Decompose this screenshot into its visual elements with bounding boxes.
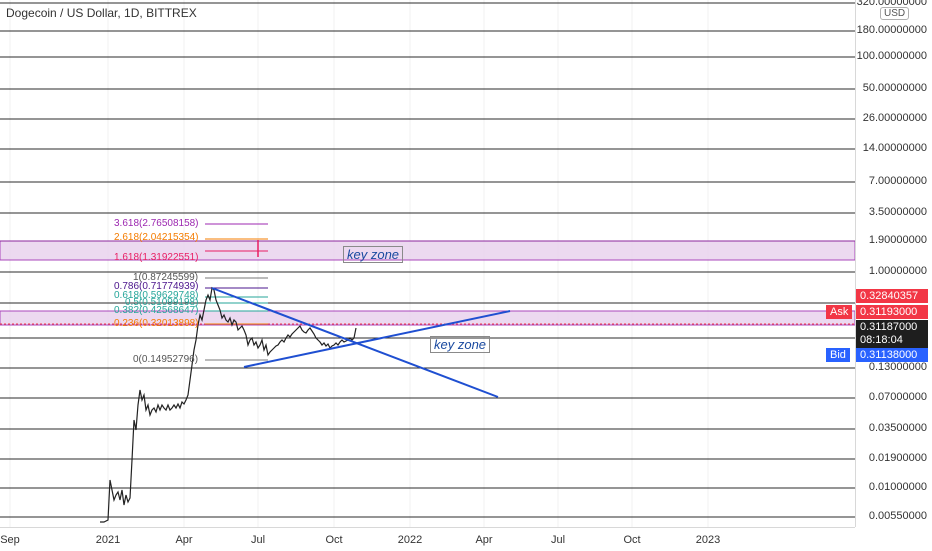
- last-price-tag: 0.32840357: [856, 289, 928, 303]
- fib-level-label: 0.382(0.42568647): [114, 305, 199, 316]
- time-axis-label: Oct: [325, 534, 343, 546]
- time-axis-label: Apr: [475, 534, 493, 546]
- fib-level-label: 0.5(0.51099198): [125, 297, 199, 308]
- time-axis-label: Jul: [250, 534, 266, 546]
- fib-level-label: 2.618(2.04215354): [114, 232, 199, 243]
- bid-price-tag: 0.31138000: [856, 348, 928, 362]
- price-axis-label: 14.00000000: [862, 142, 927, 154]
- price-axis-label: 0.01900000: [868, 452, 927, 464]
- time-axis-label: 2023: [695, 534, 721, 546]
- price-axis-label: 320.00000000: [856, 0, 927, 8]
- bid-label: Bid: [826, 348, 850, 362]
- time-axis-label: Oct: [623, 534, 641, 546]
- price-axis[interactable]: 320.00000000 180.00000000 100.00000000 50.0…: [855, 0, 932, 527]
- price-axis-label: 100.00000000: [856, 50, 927, 62]
- price-axis-label: 0.00550000: [868, 510, 927, 522]
- gridlines: [0, 0, 855, 527]
- chart-area[interactable]: Dogecoin / US Dollar, 1D, BITTREX 3.618(…: [0, 0, 855, 527]
- price-axis-label: 50.00000000: [862, 82, 927, 94]
- price-chart[interactable]: [0, 0, 855, 527]
- price-axis-label: 0.03500000: [868, 422, 927, 434]
- trendlines[interactable]: [211, 287, 511, 398]
- time-axis-label: Sep: [0, 534, 20, 546]
- price-axis-label: 0.13000000: [868, 361, 927, 373]
- fib-level-label: 0(0.14952796): [133, 354, 199, 365]
- price-axis-label: 3.50000000: [868, 206, 927, 218]
- ask-price-tag: 0.31193000: [856, 305, 928, 319]
- price-axis-label: 180.00000000: [856, 24, 927, 36]
- key-zone-lower-rect[interactable]: [0, 310, 855, 326]
- time-axis-label: Apr: [175, 534, 193, 546]
- price-axis-label: 1.00000000: [868, 265, 927, 277]
- ask-label: Ask: [826, 305, 853, 319]
- key-zone-label-upper[interactable]: key zone: [343, 246, 404, 263]
- price-axis-label: 1.90000000: [868, 234, 927, 246]
- fib-level-label: 1(0.87245599): [133, 272, 199, 283]
- currency-badge[interactable]: USD: [880, 7, 910, 20]
- fib-level-label: 0.618(0.59629748): [114, 290, 199, 301]
- fib-level-label: 1.618(1.31922551): [114, 252, 199, 263]
- price-axis-label: 0.01000000: [868, 481, 927, 493]
- fib-level-label: 0.236(0.32013898): [114, 318, 199, 329]
- fib-level-label: 3.618(2.76508158): [114, 218, 199, 229]
- time-axis-label: Jul: [550, 534, 566, 546]
- fib-level-label: 0.786(0.71774939): [114, 281, 199, 292]
- symbol-title: Dogecoin / US Dollar, 1D, BITTREX: [6, 6, 197, 20]
- bar-countdown: 08:18:04: [860, 334, 903, 346]
- key-zone-label-lower[interactable]: key zone: [430, 336, 491, 353]
- time-axis-label: 2021: [95, 534, 121, 546]
- key-zone-upper-rect[interactable]: [0, 240, 855, 261]
- price-series: [100, 286, 357, 523]
- price-axis-label: 26.00000000: [862, 112, 927, 124]
- current-price-box: 0.31187000 08:18:04: [856, 320, 928, 348]
- fib-lines[interactable]: [205, 223, 268, 361]
- current-price: 0.31187000: [860, 321, 918, 333]
- time-axis[interactable]: Sep 2021 Apr Jul Oct 2022 Apr Jul Oct 2023: [0, 527, 855, 551]
- time-axis-label: 2022: [397, 534, 423, 546]
- price-axis-label: 7.00000000: [868, 175, 927, 187]
- price-axis-label: 0.07000000: [868, 391, 927, 403]
